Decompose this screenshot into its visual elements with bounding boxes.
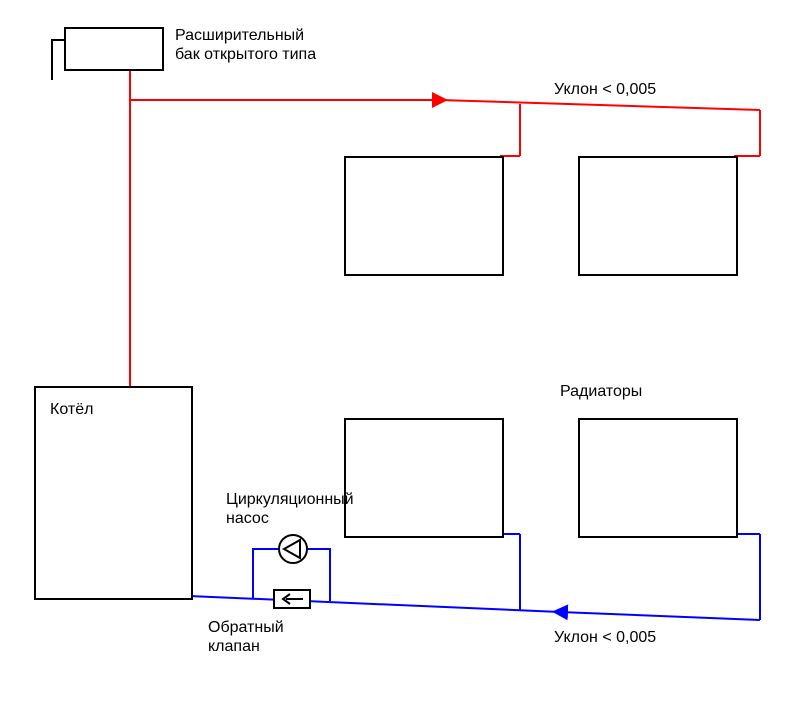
label-expansion-tank: Расширительный бак открытого типа — [175, 26, 316, 64]
radiator-bottom-right — [578, 418, 738, 538]
label-radiators: Радиаторы — [560, 382, 642, 401]
expansion-tank — [64, 27, 164, 71]
label-slope-bottom: Уклон < 0,005 — [554, 628, 656, 647]
pipe-hot-main-2 — [440, 100, 760, 110]
heating-diagram: Расширительный бак открытого типа Уклон … — [0, 0, 800, 715]
pipe-cold-main-2 — [189, 596, 560, 612]
tank-vent-line — [52, 40, 64, 80]
pipes-layer — [0, 0, 800, 715]
label-boiler: Котёл — [50, 400, 93, 419]
pipe-cold-main-1 — [560, 612, 760, 620]
label-slope-top: Уклон < 0,005 — [554, 80, 656, 99]
radiator-top-left — [344, 156, 504, 276]
radiator-bottom-left — [344, 418, 504, 538]
radiator-top-right — [578, 156, 738, 276]
label-check-valve: Обратный клапан — [208, 618, 284, 656]
label-pump: Циркуляционный насос — [226, 490, 354, 528]
